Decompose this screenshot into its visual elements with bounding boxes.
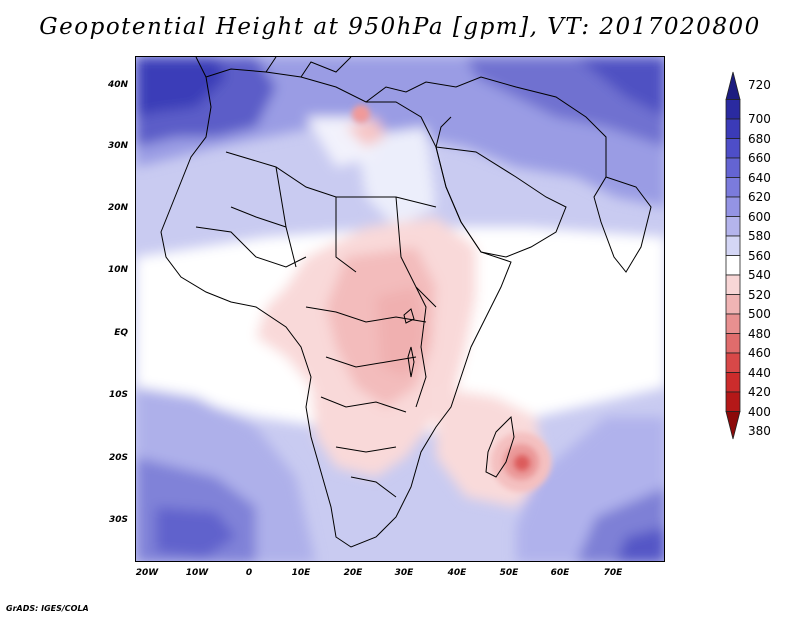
lat-label-20n: 20N bbox=[107, 203, 128, 213]
lon-label-30e: 30E bbox=[394, 568, 414, 578]
lon-label-20e: 20E bbox=[343, 568, 363, 578]
colorbar-label: 420 bbox=[748, 385, 771, 399]
colorbar-swatch bbox=[725, 411, 741, 440]
colorbar-label: 700 bbox=[748, 112, 771, 126]
colorbar-swatch bbox=[725, 99, 741, 120]
colorbar-label: 560 bbox=[748, 248, 771, 263]
coastlines bbox=[160, 57, 652, 548]
geopotential-map bbox=[136, 57, 664, 561]
colorbar-label: 680 bbox=[748, 131, 771, 146]
colorbar-label: 540 bbox=[748, 268, 771, 282]
low-eye-madagascar bbox=[514, 455, 530, 471]
lat-label-30s: 30S bbox=[108, 515, 128, 525]
lat-label-40n: 40N bbox=[107, 80, 128, 90]
colorbar-swatch bbox=[725, 177, 741, 198]
colorbar-label: 600 bbox=[748, 209, 771, 224]
colorbar-label: 500 bbox=[748, 307, 771, 321]
colorbar-label: 440 bbox=[748, 365, 771, 380]
colorbar-swatch bbox=[725, 313, 741, 334]
colorbar-label: 400 bbox=[748, 404, 771, 419]
low-center-mediterranean bbox=[352, 105, 370, 123]
lat-label-10n: 10N bbox=[107, 265, 128, 275]
lon-label-10w: 10W bbox=[185, 568, 209, 578]
lon-label-70e: 70E bbox=[603, 568, 623, 578]
colorbar-label: 720 bbox=[748, 78, 771, 92]
colorbar-swatch bbox=[725, 391, 741, 412]
colorbar-swatch bbox=[725, 216, 741, 237]
colorbar-label: 640 bbox=[748, 170, 771, 185]
lon-label-0: 0 bbox=[245, 568, 253, 578]
colorbar-swatch bbox=[725, 196, 741, 217]
lon-label-60e: 60E bbox=[550, 568, 570, 578]
lon-label-50e: 50E bbox=[499, 568, 519, 578]
colorbar-swatch bbox=[725, 294, 741, 315]
colorbar-swatch bbox=[725, 333, 741, 354]
colorbar-swatch bbox=[725, 71, 741, 100]
lon-label-40e: 40E bbox=[447, 568, 467, 578]
colorbar-swatch bbox=[725, 118, 741, 139]
colorbar-label: 380 bbox=[748, 424, 771, 438]
colorbar-swatch bbox=[725, 255, 741, 276]
height-field bbox=[136, 57, 664, 561]
lat-label-eq: EQ bbox=[114, 328, 128, 338]
colorbar-swatch bbox=[725, 157, 741, 178]
lat-label-20s: 20S bbox=[108, 453, 128, 463]
colorbar-label: 460 bbox=[748, 346, 771, 360]
colorbar-label: 660 bbox=[748, 151, 771, 165]
map-panel[interactable] bbox=[135, 56, 665, 562]
colorbar-label: 480 bbox=[748, 326, 771, 341]
credit-text: GrADS: IGES/COLA bbox=[6, 604, 89, 613]
lon-label-10e: 10E bbox=[291, 568, 311, 578]
colorbar-label: 580 bbox=[748, 229, 771, 243]
colorbar-swatch bbox=[725, 274, 741, 295]
colorbar-label: 620 bbox=[748, 190, 771, 204]
colorbar-label: 520 bbox=[748, 287, 771, 302]
colorbar-swatch bbox=[725, 138, 741, 159]
lat-label-10s: 10S bbox=[108, 390, 128, 400]
lat-label-30n: 30N bbox=[107, 141, 128, 151]
map-title: Geopotential Height at 950hPa [gpm], VT:… bbox=[39, 14, 761, 40]
colorbar-swatch bbox=[725, 235, 741, 256]
colorbar-swatch bbox=[725, 352, 741, 373]
lon-label-20w: 20W bbox=[135, 568, 159, 578]
colorbar-swatch bbox=[725, 372, 741, 393]
